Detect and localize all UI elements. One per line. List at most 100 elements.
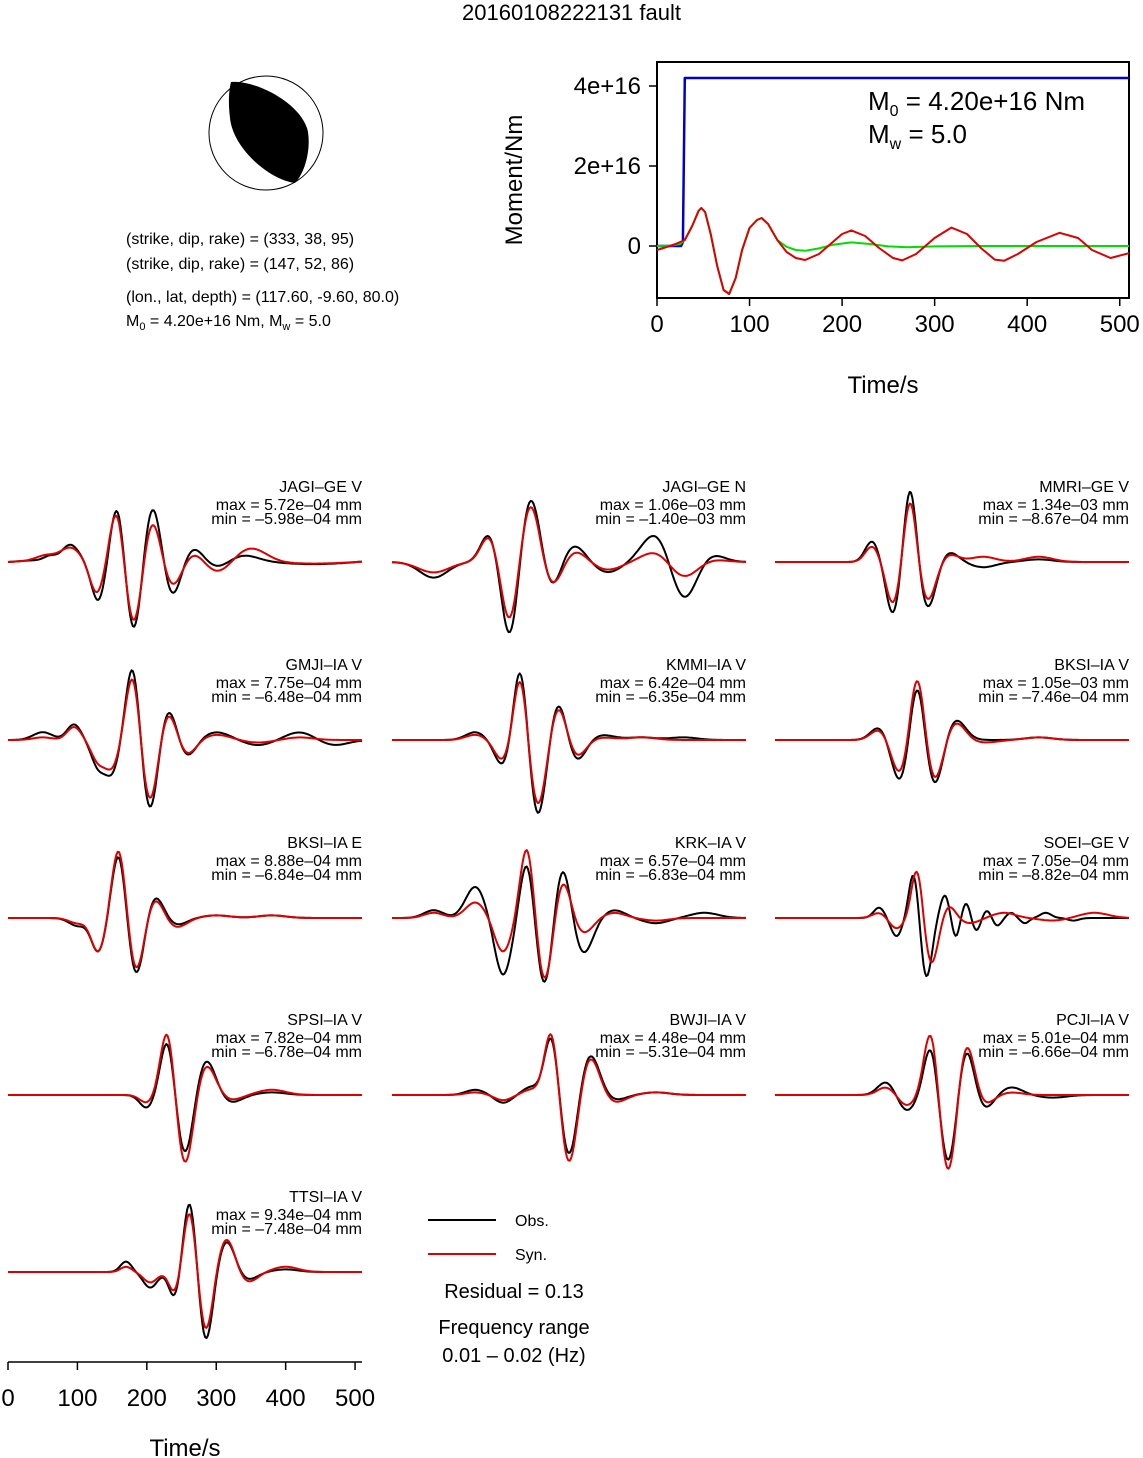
legend-label: Syn. <box>515 1247 547 1264</box>
location-line: (lon., lat, depth) = (117.60, -9.60, 80.… <box>126 289 400 306</box>
synthetic-trace <box>392 681 746 804</box>
station-name: KMMI–IA V <box>666 657 746 674</box>
nodal-plane-2: (strike, dip, rake) = (147, 52, 86) <box>126 256 355 273</box>
frequency-range-value: 0.01 – 0.02 (Hz) <box>442 1345 585 1367</box>
station-min: min = –5.31e–04 mm <box>595 1044 746 1061</box>
beachball-diagram <box>208 75 324 191</box>
synthetic-trace <box>775 502 1129 604</box>
nodal-plane-1: (strike, dip, rake) = (333, 38, 95) <box>126 231 355 248</box>
stf-y-tick-label: 4e+16 <box>574 73 641 100</box>
station-max: max = 1.05e–03 mm <box>983 675 1129 692</box>
station-name: TTSI–IA V <box>289 1189 362 1206</box>
station-name: PCJI–IA V <box>1056 1012 1129 1029</box>
synthetic-trace <box>8 1213 362 1329</box>
station-max: max = 7.05e–04 mm <box>983 853 1129 870</box>
station-name: BKSI–IA E <box>287 835 362 852</box>
synthetic-trace <box>392 506 746 619</box>
beachball-compressional-quadrant <box>228 81 309 183</box>
stf-y-axis-label: Moment/Nm <box>501 115 528 246</box>
stf-x-tick-label: 300 <box>915 311 955 338</box>
station-name: SPSI–IA V <box>287 1012 362 1029</box>
station-min: min = –6.35e–04 mm <box>595 689 746 706</box>
stf-y-tick-label: 0 <box>628 233 641 260</box>
stf-series-line <box>656 207 1129 295</box>
station-max: max = 7.75e–04 mm <box>216 675 362 692</box>
station-name: SOEI–GE V <box>1044 835 1130 852</box>
stf-series-line <box>656 207 1130 295</box>
observed-trace <box>775 1049 1129 1161</box>
station-max: max = 9.34e–04 mm <box>216 1207 362 1224</box>
station-max: max = 6.42e–04 mm <box>600 675 746 692</box>
synthetic-trace <box>392 1033 746 1162</box>
stf-x-tick-label: 200 <box>822 311 862 338</box>
waveform-x-axis-label: Time/s <box>149 1435 220 1458</box>
station-min: min = –6.48e–04 mm <box>211 689 362 706</box>
synthetic-trace <box>8 678 362 799</box>
stf-y-tick-label: 2e+16 <box>574 153 641 180</box>
stf-annotation-mw: Mw = 5.0 <box>868 119 967 153</box>
legend-label: Obs. <box>515 1213 549 1230</box>
station-min: min = –6.66e–04 mm <box>978 1044 1129 1061</box>
synthetic-trace <box>8 850 362 969</box>
observed-trace <box>775 875 1129 978</box>
station-max: max = 5.72e–04 mm <box>216 497 362 514</box>
synthetic-trace <box>8 1033 362 1163</box>
observed-trace <box>392 865 746 983</box>
frequency-range-label: Frequency range <box>438 1317 589 1339</box>
station-max: max = 7.82e–04 mm <box>216 1030 362 1047</box>
station-name: JAGI–GE V <box>279 479 362 496</box>
station-min: min = –6.78e–04 mm <box>211 1044 362 1061</box>
station-min: min = –1.40e–03 mm <box>595 511 746 528</box>
stf-x-tick-label: 400 <box>1007 311 1047 338</box>
waveform-x-tick-label: 200 <box>127 1385 167 1412</box>
station-max: max = 5.01e–04 mm <box>983 1030 1129 1047</box>
station-min: min = –6.84e–04 mm <box>211 867 362 884</box>
observed-trace <box>392 499 746 634</box>
station-max: max = 4.48e–04 mm <box>600 1030 746 1047</box>
station-min: min = –5.98e–04 mm <box>211 511 362 528</box>
waveform-x-tick-label: 500 <box>335 1385 375 1412</box>
waveform-x-tick-label: 400 <box>266 1385 306 1412</box>
moment-line: M0 = 4.20e+16 Nm, Mw = 5.0 <box>126 313 331 334</box>
station-name: MMRI–GE V <box>1039 479 1129 496</box>
residual-label: Residual = 0.13 <box>444 1281 584 1303</box>
stf-plot-frame <box>656 61 1130 299</box>
station-max: max = 1.06e–03 mm <box>600 497 746 514</box>
stf-x-tick-label: 100 <box>730 311 770 338</box>
stf-x-tick-label: 500 <box>1100 311 1140 338</box>
station-max: max = 1.34e–03 mm <box>983 497 1129 514</box>
station-name: GMJI–IA V <box>286 657 363 674</box>
station-min: min = –7.48e–04 mm <box>211 1221 362 1238</box>
station-name: KRK–IA V <box>675 835 746 852</box>
station-max: max = 6.57e–04 mm <box>600 853 746 870</box>
stf-x-tick-label: 0 <box>650 311 663 338</box>
station-name: JAGI–GE N <box>662 479 746 496</box>
waveform-x-tick-label: 100 <box>57 1385 97 1412</box>
station-min: min = –6.83e–04 mm <box>595 867 746 884</box>
waveform-x-tick-label: 300 <box>196 1385 236 1412</box>
station-min: min = –8.82e–04 mm <box>978 867 1129 884</box>
station-min: min = –7.46e–04 mm <box>978 689 1129 706</box>
waveform-x-tick-label: 0 <box>1 1385 14 1412</box>
synthetic-trace <box>7 514 363 621</box>
page-title: 20160108222131 fault <box>462 0 681 25</box>
synthetic-trace <box>775 680 1129 778</box>
synthetic-trace <box>775 1034 1129 1170</box>
station-name: BWJI–IA V <box>670 1012 747 1029</box>
station-min: min = –8.67e–04 mm <box>978 511 1129 528</box>
station-max: max = 8.88e–04 mm <box>216 853 362 870</box>
